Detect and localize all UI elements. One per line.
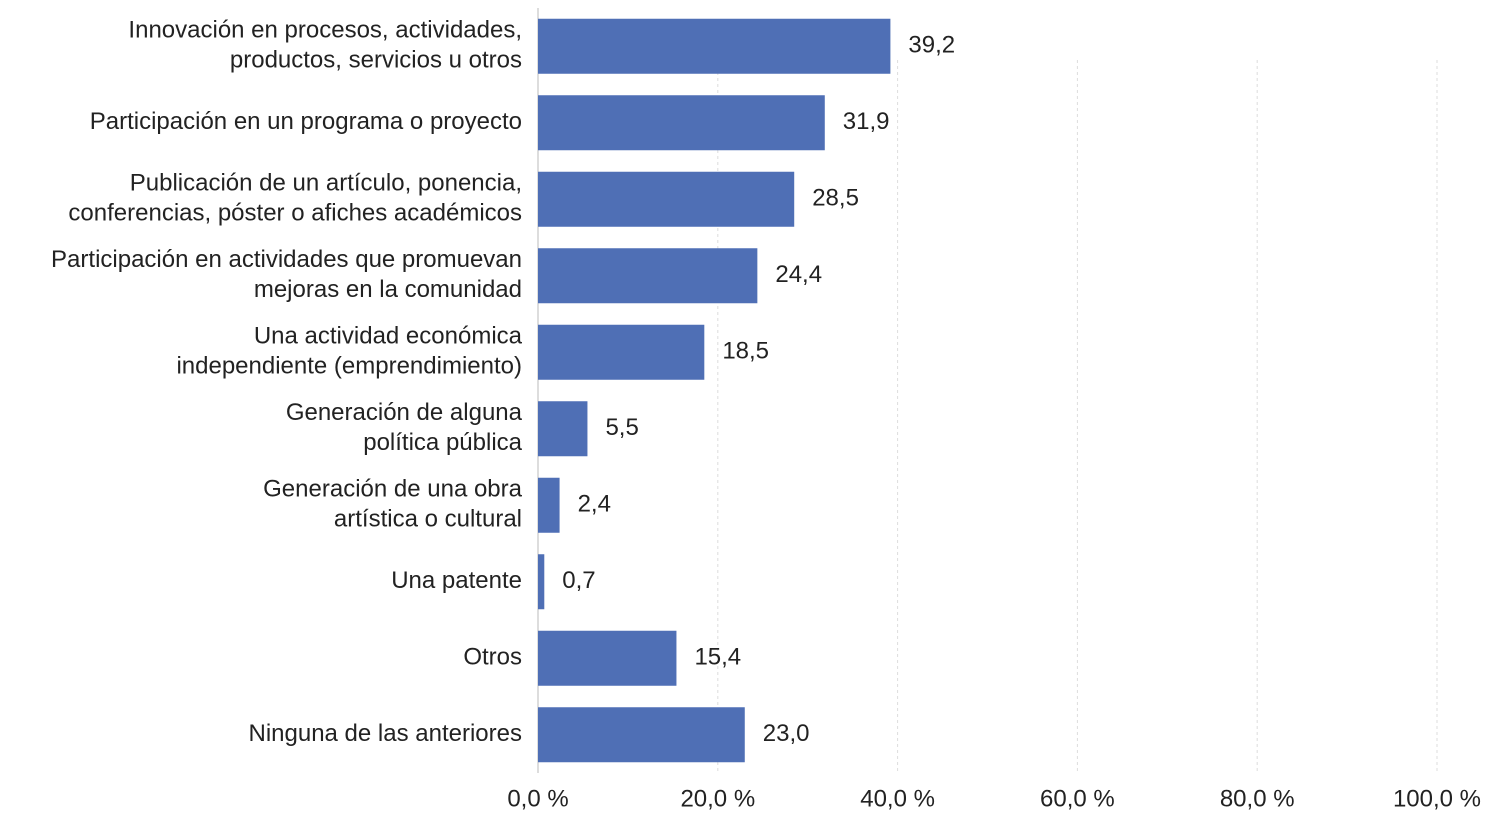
- x-tick-label: 80,0 %: [1220, 785, 1295, 812]
- value-label: 28,5: [812, 185, 859, 212]
- value-label: 5,5: [605, 414, 638, 441]
- bar: [538, 630, 677, 686]
- bar: [538, 95, 825, 151]
- bar: [538, 707, 745, 763]
- value-label: 23,0: [763, 720, 810, 747]
- category-label: Una actividad económica independiente (em…: [176, 323, 522, 380]
- category-label: Ninguna de las anteriores: [248, 720, 522, 747]
- bar: [538, 554, 545, 610]
- category-label: Publicación de un artículo, ponencia, con…: [68, 170, 522, 227]
- bar: [538, 18, 891, 74]
- bar: [538, 477, 560, 533]
- category-label: Generación de alguna política pública: [286, 399, 523, 456]
- value-label: 31,9: [843, 108, 890, 135]
- bar: [538, 171, 795, 227]
- value-label: 18,5: [722, 338, 769, 365]
- category-label: Participación en un programa o proyecto: [90, 108, 522, 135]
- value-label: 0,7: [562, 567, 595, 594]
- category-label: Generación de una obra artística o cultur…: [263, 476, 523, 533]
- x-tick-label: 100,0 %: [1393, 785, 1481, 812]
- x-tick-label: 40,0 %: [860, 785, 935, 812]
- x-tick-label: 60,0 %: [1040, 785, 1115, 812]
- bar: [538, 401, 588, 457]
- value-label: 39,2: [908, 32, 955, 59]
- category-label: Participación en actividades que promuev…: [51, 246, 522, 303]
- category-label: Innovación en procesos, actividades, prod…: [128, 17, 522, 74]
- bar: [538, 248, 758, 304]
- value-label: 15,4: [694, 644, 741, 671]
- x-tick-label: 20,0 %: [680, 785, 755, 812]
- bar: [538, 324, 705, 380]
- value-label: 24,4: [775, 261, 822, 288]
- x-tick-label: 0,0 %: [507, 785, 568, 812]
- category-label: Otros: [463, 644, 522, 671]
- category-label: Una patente: [391, 567, 522, 594]
- value-label: 2,4: [578, 491, 611, 518]
